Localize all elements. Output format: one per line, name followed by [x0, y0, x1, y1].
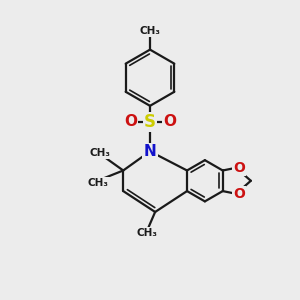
Text: O: O [233, 161, 245, 175]
Text: O: O [124, 114, 137, 129]
Text: O: O [233, 187, 245, 201]
Text: O: O [163, 114, 176, 129]
Text: O: O [163, 114, 176, 129]
Text: CH₃: CH₃ [90, 148, 111, 158]
Text: S: S [144, 113, 156, 131]
Text: CH₃: CH₃ [88, 178, 109, 188]
Text: CH₃: CH₃ [136, 228, 158, 238]
Text: N: N [144, 144, 156, 159]
Text: S: S [144, 113, 156, 131]
Text: CH₃: CH₃ [140, 26, 160, 36]
Text: N: N [144, 144, 156, 159]
Text: O: O [124, 114, 137, 129]
